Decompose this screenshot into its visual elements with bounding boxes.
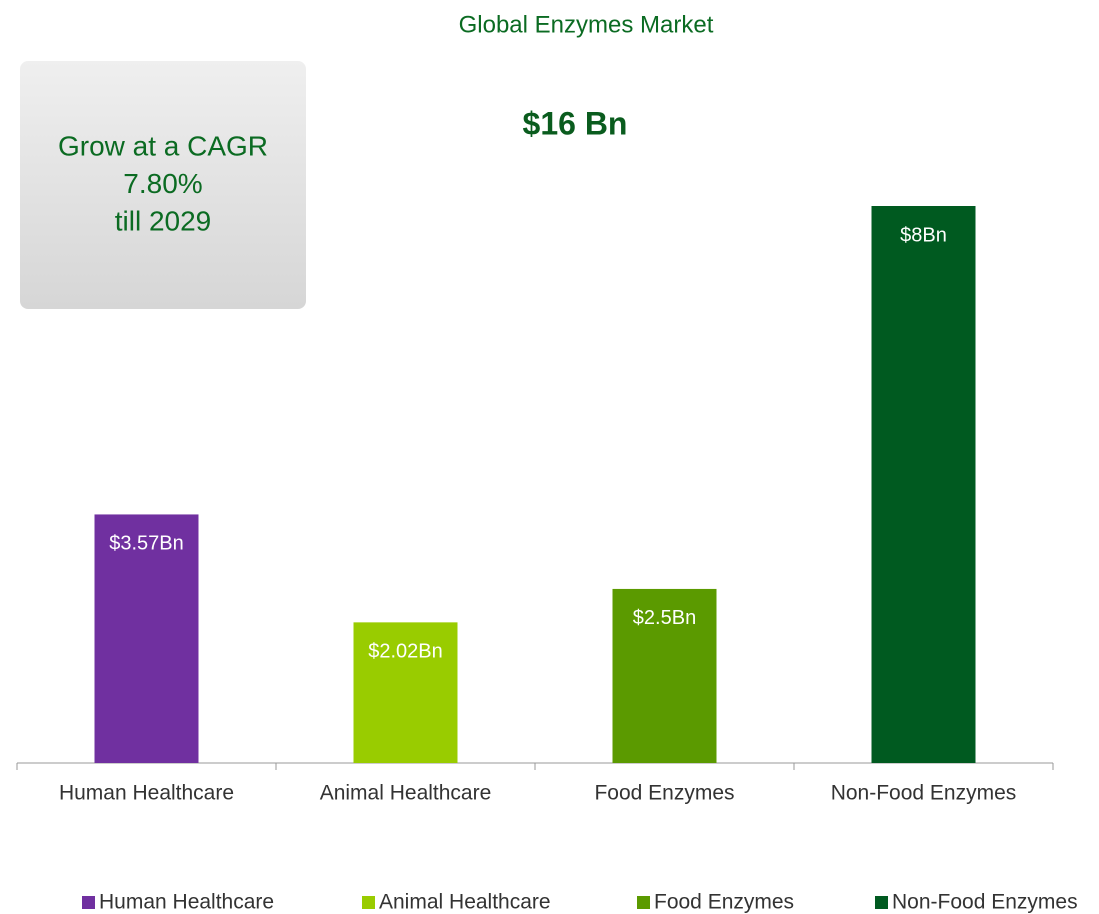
- legend-label: Non-Food Enzymes: [892, 891, 1078, 914]
- bar: [94, 514, 199, 763]
- callout-text: till 2029: [115, 205, 212, 236]
- legend-swatch: [875, 896, 888, 909]
- x-tick-label: Food Enzymes: [594, 782, 734, 805]
- legend-swatch: [82, 896, 95, 909]
- value-label: $2.02Bn: [368, 641, 443, 663]
- bar: [612, 588, 717, 763]
- subtitle: $16 Bn: [523, 105, 628, 141]
- x-tick-label: Non-Food Enzymes: [831, 782, 1017, 805]
- legend-swatch: [362, 896, 375, 909]
- callout-text: 7.80%: [123, 168, 202, 199]
- value-label: $3.57Bn: [109, 533, 184, 555]
- legend-label: Animal Healthcare: [379, 891, 551, 914]
- legend-label: Human Healthcare: [99, 891, 274, 914]
- x-tick-label: Human Healthcare: [59, 782, 234, 805]
- value-label: $8Bn: [900, 224, 947, 246]
- x-tick-label: Animal Healthcare: [320, 782, 492, 805]
- chart-title: Global Enzymes Market: [459, 11, 714, 38]
- legend-label: Food Enzymes: [654, 891, 794, 914]
- callout-text: Grow at a CAGR: [58, 130, 268, 161]
- bar: [353, 622, 458, 763]
- value-label: $2.5Bn: [633, 607, 696, 629]
- legend-swatch: [637, 896, 650, 909]
- bar: [871, 206, 976, 763]
- callout-box: [20, 61, 306, 309]
